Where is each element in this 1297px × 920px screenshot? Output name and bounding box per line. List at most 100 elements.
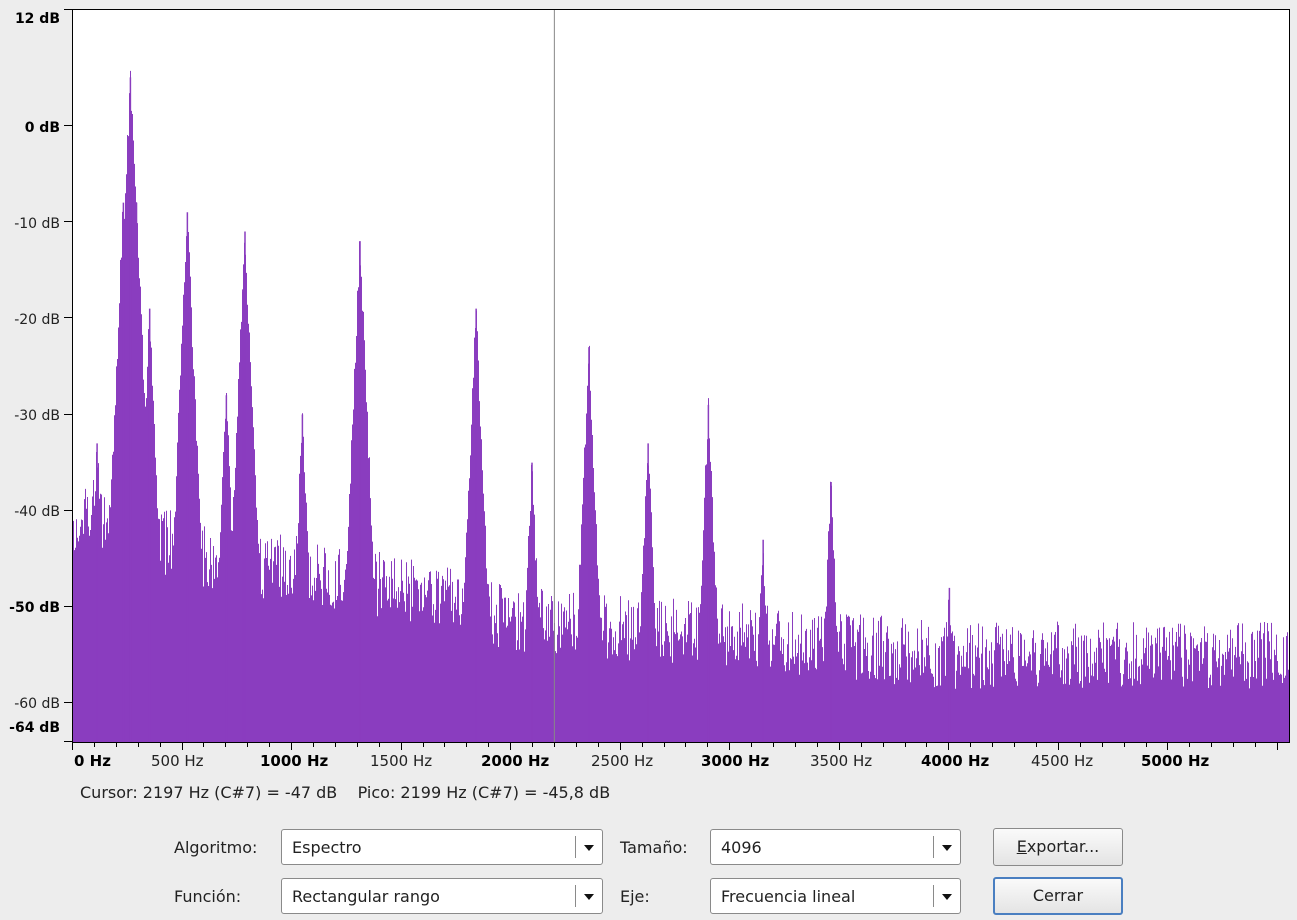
x-tick-mark [663,743,665,747]
cursor-peak-readout: Cursor: 2197 Hz (C#7) = -47 dB Pico: 219… [80,783,611,802]
y-tick-label: -10 dB [14,216,60,232]
x-tick-mark [93,743,95,747]
chevron-down-icon[interactable] [584,845,594,851]
x-tick-mark [1189,743,1191,747]
x-tick-mark [269,743,271,747]
combo-separator [933,836,934,858]
x-tick-mark [225,743,227,747]
y-tick-mark [64,702,72,704]
x-tick-mark [707,743,709,747]
export-button[interactable]: Exportar... [993,828,1123,866]
x-tick-mark [1255,743,1257,747]
x-tick-mark [334,743,336,747]
algorithm-label: Algoritmo: [174,838,258,857]
size-label: Tamaño: [620,838,688,857]
x-tick-label: 1500 Hz [370,752,433,770]
x-tick-label: 5000 Hz [1141,752,1210,770]
combo-separator [575,885,576,907]
chevron-down-icon[interactable] [942,845,952,851]
x-tick-mark [532,743,534,747]
y-tick-label: -60 dB [14,696,60,712]
x-tick-mark [1277,743,1279,750]
x-tick-mark [444,743,446,747]
x-tick-mark [488,743,490,747]
x-tick-mark [1211,743,1213,747]
y-tick-label: -40 dB [14,504,60,520]
x-tick-label: 2000 Hz [481,752,550,770]
size-value: 4096 [721,838,762,857]
x-tick-label: 4000 Hz [921,752,990,770]
algorithm-value: Espectro [292,838,362,857]
x-tick-mark [641,743,643,747]
x-tick-mark [291,743,293,750]
x-tick-mark [992,743,994,747]
x-tick-mark [313,743,314,747]
y-tick-mark [64,9,72,10]
x-tick-mark [751,743,753,747]
function-value: Rectangular rango [292,887,440,906]
x-tick-mark [115,743,117,747]
function-select[interactable]: Rectangular rango [281,878,603,914]
x-tick-mark [926,743,928,747]
x-tick-label: 0 Hz [74,752,111,770]
close-button[interactable]: Cerrar [993,877,1123,915]
x-tick-mark [619,743,621,750]
axis-label: Eje: [620,887,650,906]
y-tick-mark [64,741,72,742]
x-tick-mark [247,743,249,747]
spectrum-plot[interactable] [72,9,1290,743]
x-tick-mark [422,743,424,747]
x-tick-mark [1101,743,1103,747]
x-tick-mark [773,743,775,747]
x-tick-mark [816,743,818,747]
x-tick-mark [1036,743,1038,747]
x-tick-mark [378,743,380,747]
x-tick-mark [860,743,862,747]
chevron-down-icon[interactable] [584,894,594,900]
x-tick-mark [181,743,183,750]
y-tick-mark [64,509,72,511]
x-tick-mark [1233,743,1235,747]
x-tick-mark [72,743,73,750]
close-label: Cerrar [1032,886,1084,905]
x-tick-label: 3500 Hz [810,752,873,770]
x-tick-mark [970,743,972,747]
x-tick-mark [159,743,161,747]
x-tick-mark [466,743,468,747]
x-tick-mark [1014,743,1016,747]
chevron-down-icon[interactable] [942,894,952,900]
y-tick-label: 12 dB [14,11,60,27]
x-tick-label: 4500 Hz [1031,752,1094,770]
x-tick-mark [597,743,599,747]
x-tick-label: 2500 Hz [591,752,654,770]
x-tick-label: 1000 Hz [260,752,329,770]
x-tick-label: 500 Hz [151,752,204,770]
combo-separator [933,885,934,907]
x-tick-mark [729,743,731,750]
y-tick-label: -20 dB [14,312,60,328]
x-tick-label: 3000 Hz [701,752,770,770]
spectrum-svg [73,10,1289,742]
x-tick-mark [203,743,205,747]
y-tick-label: -30 dB [14,408,60,424]
x-tick-mark [554,743,556,747]
x-tick-mark [356,743,358,747]
axis-select[interactable]: Frecuencia lineal [710,878,961,914]
x-tick-mark [904,743,906,747]
y-tick-mark [64,317,72,319]
export-mnemonic: E [1016,837,1027,856]
y-tick-label: 0 dB [24,120,60,136]
x-tick-mark [1123,743,1125,747]
x-tick-mark [838,743,840,750]
y-tick-label: -64 dB [9,720,60,736]
size-select[interactable]: 4096 [710,829,961,865]
y-tick-mark [64,220,72,222]
x-tick-mark [575,743,577,747]
x-tick-mark [400,743,402,750]
x-tick-mark [510,743,512,750]
y-tick-mark [64,124,72,126]
x-tick-mark [1145,743,1147,747]
algorithm-select[interactable]: Espectro [281,829,603,865]
x-tick-mark [1057,743,1059,750]
x-tick-mark [1167,743,1169,750]
